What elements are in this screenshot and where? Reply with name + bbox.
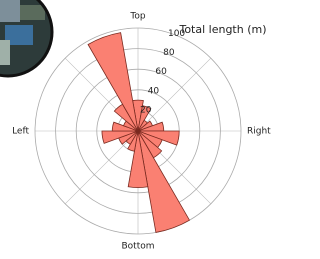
angular-label: Bottom bbox=[121, 242, 154, 252]
angular-label: Left bbox=[12, 127, 29, 137]
radial-tick-label: 20 bbox=[140, 105, 152, 115]
radial-tick-label: 60 bbox=[155, 67, 167, 77]
radial-tick-label: 80 bbox=[163, 48, 175, 58]
rose-bar bbox=[88, 33, 138, 131]
angular-label: Top bbox=[129, 12, 145, 22]
radial-axis-title: Total length (m) bbox=[178, 23, 266, 36]
angular-label: Right bbox=[247, 127, 271, 137]
radial-tick-label: 40 bbox=[148, 86, 160, 96]
